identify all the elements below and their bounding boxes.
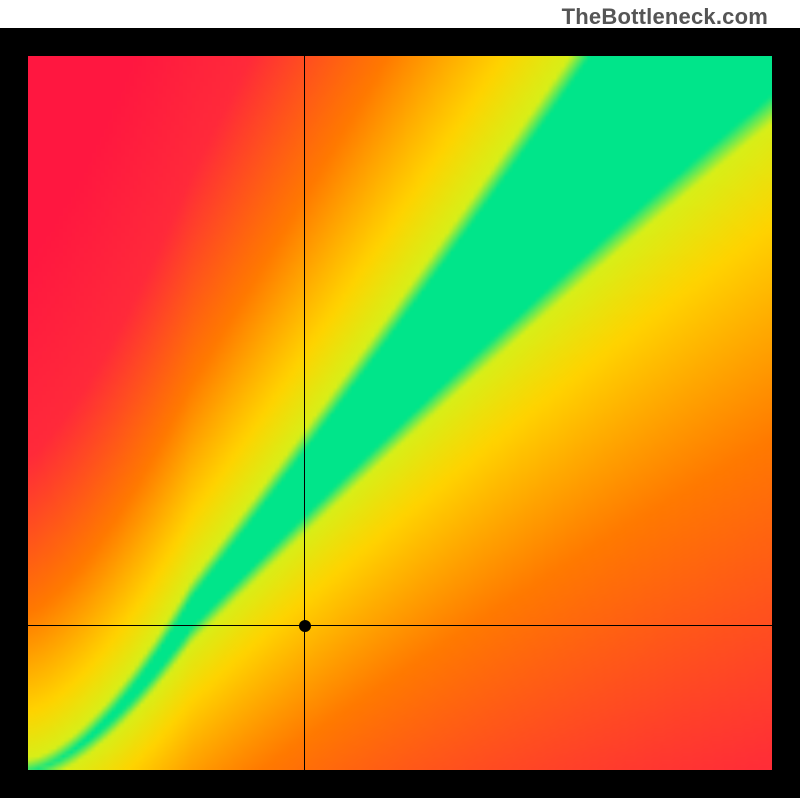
chart-frame: TheBottleneck.com [0, 0, 800, 800]
crosshair-vertical [304, 56, 305, 770]
watermark-text: TheBottleneck.com [562, 4, 768, 30]
crosshair-horizontal [28, 625, 772, 626]
crosshair-point [299, 620, 311, 632]
heatmap-canvas [28, 56, 772, 770]
